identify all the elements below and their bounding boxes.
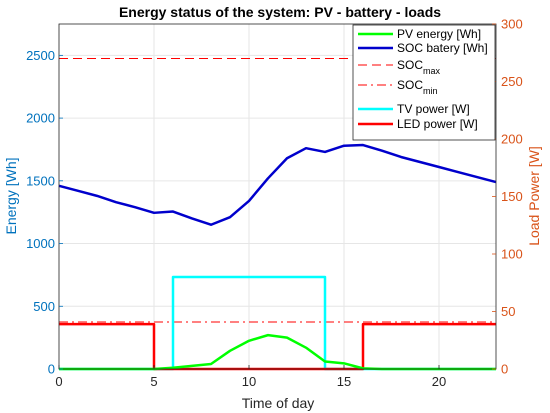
y-left-tick-label: 2500 (26, 48, 55, 63)
y-right-tick-label: 50 (501, 304, 515, 319)
legend: PV energy [Wh]SOC batery [Wh] SOCmax SOCmi… (352, 24, 496, 141)
y-right-tick-label: 300 (501, 17, 523, 32)
legend-label-led-power-w: LED power [W] (397, 117, 478, 131)
series-soc-batery-wh (58, 143, 497, 226)
y-right-tick-label: 150 (501, 189, 523, 204)
legend-box (352, 24, 496, 141)
y-right-tick-label: 100 (501, 247, 523, 262)
x-tick-label: 5 (150, 374, 157, 389)
y-axis-right-label: Load Power [W] (526, 146, 542, 246)
legend-label-tv-power-w: TV power [W] (397, 102, 470, 116)
y-left-tick-label: 1500 (26, 173, 55, 188)
x-tick-label: 15 (337, 374, 351, 389)
series-led-power-w (59, 322, 496, 371)
series-pv-energy-wh (59, 333, 496, 371)
y-right-tick-label: 250 (501, 74, 523, 89)
legend-label-soc-batery-wh: SOC batery [Wh] (397, 41, 488, 55)
x-tick-label: 20 (432, 374, 446, 389)
ticks: 0 5 10 15 2005001000150020002500050100150200… (26, 17, 523, 390)
y-left-tick-label: 2000 (26, 111, 55, 126)
x-axis-label: Time of day (242, 395, 315, 411)
y-axis-left-label: Energy [Wh] (3, 157, 19, 234)
y-left-tick-label: 500 (33, 299, 55, 314)
y-left-tick-label: 0 (48, 362, 55, 377)
legend-label-pv-energy-wh: PV energy [Wh] (397, 27, 481, 41)
chart-title: Energy status of the system: PV - batter… (119, 4, 441, 20)
x-tick-label: 10 (242, 374, 256, 389)
legend-label-soc-min: SOCmin (397, 78, 438, 96)
legend-label-soc-max: SOCmax (397, 58, 441, 76)
y-left-tick-label: 1000 (26, 236, 55, 251)
x-tick-label: 0 (55, 374, 62, 389)
y-right-tick-label: 200 (501, 132, 523, 147)
y-right-tick-label: 0 (501, 362, 508, 377)
